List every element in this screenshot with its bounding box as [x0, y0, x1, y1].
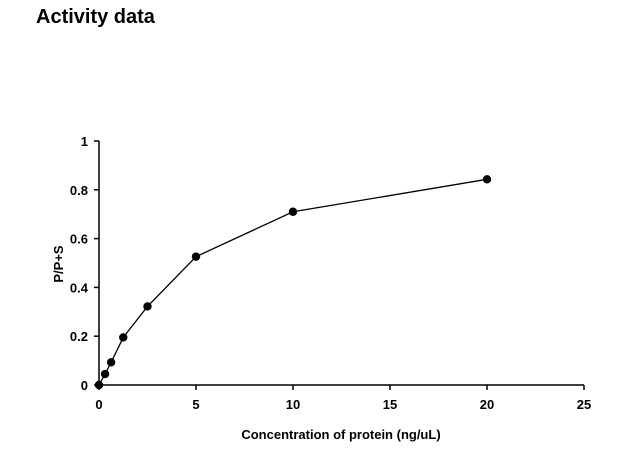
x-tick-label: 20	[480, 397, 494, 412]
x-tick-label: 15	[383, 397, 397, 412]
data-point	[100, 369, 110, 379]
x-tick-label: 25	[577, 397, 591, 412]
ticks: 0 5 10 15 20 25 0 0.2 0.4 0.6 0.8 1	[70, 134, 591, 412]
data-point	[94, 380, 104, 390]
series	[94, 175, 492, 390]
data-point	[288, 207, 298, 216]
page-title: Activity data	[36, 6, 155, 28]
data-point	[482, 175, 492, 184]
data-point	[119, 333, 128, 342]
x-tick-label: 10	[286, 397, 300, 412]
y-tick-label: 0.6	[70, 232, 88, 247]
data-point	[143, 302, 152, 311]
x-tick-label: 5	[192, 397, 199, 412]
axes	[98, 141, 584, 386]
y-tick-label: 0	[81, 378, 88, 393]
y-axis-label: P/P+S	[51, 245, 66, 283]
data-point	[191, 252, 201, 261]
y-tick-label: 0.8	[70, 183, 88, 198]
y-tick-label: 0.2	[70, 329, 88, 344]
y-tick-label: 1	[81, 134, 88, 149]
x-tick-label: 0	[95, 397, 102, 412]
x-axis-label: Concentration of protein (ng/uL)	[241, 427, 440, 442]
data-point	[106, 358, 116, 367]
y-tick-label: 0.4	[70, 280, 89, 295]
